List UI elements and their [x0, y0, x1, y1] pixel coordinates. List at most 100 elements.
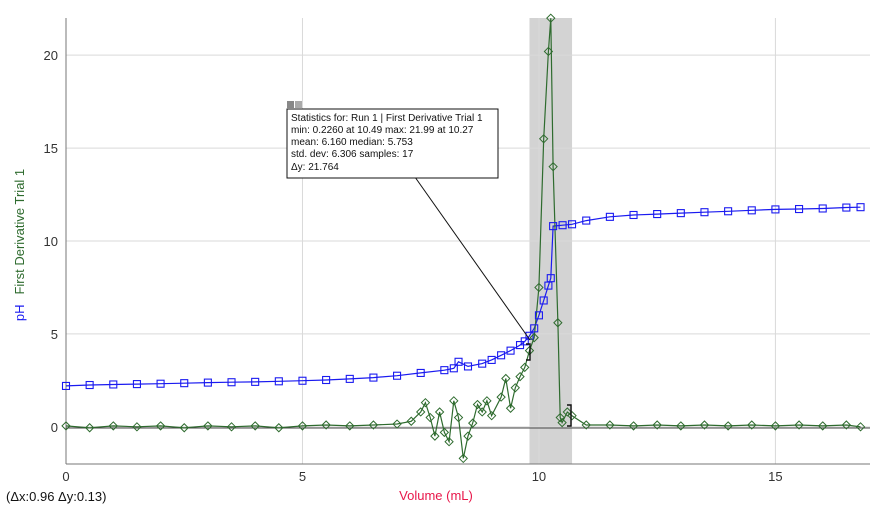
derivative-point — [529, 332, 539, 343]
derivative-point — [496, 392, 506, 402]
derivative-point — [855, 422, 866, 432]
ph-point — [274, 377, 283, 386]
derivative-point — [439, 427, 450, 438]
stats-line-5: Δy: 21.764 — [291, 162, 339, 173]
ph-point — [180, 379, 189, 388]
derivative-point — [368, 420, 379, 430]
derivative-point — [226, 422, 237, 432]
x-tick-label: 10 — [532, 469, 546, 484]
derivative-point — [520, 362, 530, 373]
derivative-point — [392, 419, 402, 429]
ph-point — [546, 274, 555, 283]
derivative-point — [555, 412, 565, 423]
derivative-point — [699, 420, 710, 430]
derivative-point — [546, 13, 556, 23]
ph-point — [676, 209, 685, 218]
selection-bracket-left — [526, 343, 531, 361]
y-tick-label: 5 — [51, 327, 58, 342]
derivative-point — [538, 134, 549, 144]
y-tick-label: 20 — [44, 48, 58, 63]
ph-point — [369, 373, 378, 382]
derivative-point — [458, 453, 468, 464]
derivative-point — [453, 412, 464, 423]
stats-line-4: std. dev: 6.306 samples: 17 — [291, 149, 414, 160]
ph-point — [478, 359, 487, 368]
ph-point — [558, 221, 567, 230]
ph-point — [497, 351, 506, 360]
derivative-point — [817, 421, 828, 431]
derivative-point — [250, 421, 260, 431]
derivative-point — [84, 423, 95, 433]
derivative-point — [747, 420, 757, 430]
derivative-point — [444, 436, 454, 447]
derivative-point — [482, 396, 492, 406]
ph-point — [251, 377, 260, 386]
ph-point — [132, 380, 141, 389]
derivative-point — [61, 421, 71, 431]
y-tick-label: 10 — [44, 234, 58, 249]
y-tick-label: 0 — [51, 420, 58, 435]
y-label-derivative: First Derivative Trial 1 — [12, 169, 27, 295]
derivative-point — [406, 416, 416, 426]
ph-point — [530, 324, 539, 333]
ph-point — [156, 379, 165, 388]
ph-point — [463, 362, 473, 371]
stats-line-3: mean: 6.160 median: 5.753 — [291, 137, 413, 148]
derivative-point — [557, 417, 567, 428]
grid — [65, 18, 870, 464]
derivative-point — [794, 420, 804, 430]
derivative-point — [155, 421, 166, 431]
derivative-point — [515, 371, 525, 382]
ph-point — [856, 203, 865, 212]
ph-point — [298, 376, 307, 385]
derivative-point — [321, 420, 331, 430]
x-tick-label: 15 — [768, 469, 782, 484]
derivative-point — [652, 420, 662, 430]
ph-point — [322, 375, 331, 385]
ph-point — [520, 337, 529, 346]
options-icon[interactable] — [295, 101, 302, 108]
ph-point — [700, 208, 709, 217]
y-tick-label: 15 — [44, 141, 58, 156]
ph-point — [795, 204, 804, 214]
derivative-point — [605, 420, 615, 430]
derivative-point — [179, 423, 189, 433]
stats-line-1: Statistics for: Run 1 | First Derivative… — [291, 113, 483, 124]
x-tick-labels: 0 5 10 15 — [62, 469, 782, 484]
series-markers — [61, 13, 866, 464]
derivative-point — [676, 421, 686, 431]
ph-point — [582, 216, 591, 225]
ph-point — [449, 364, 458, 373]
derivative-point — [468, 418, 478, 428]
ph-point — [454, 357, 463, 366]
derivative-point — [770, 421, 781, 431]
derivative-point — [543, 46, 554, 57]
derivative-point — [425, 412, 435, 423]
x-tick-label: 5 — [299, 469, 306, 484]
derivative-point — [510, 383, 521, 393]
statistics-box[interactable]: Statistics for: Run 1 | First Derivative… — [286, 101, 499, 179]
derivative-point — [345, 421, 355, 431]
y-label-ph: pH — [12, 305, 27, 322]
ph-point — [724, 207, 733, 216]
derivative-point — [472, 399, 483, 410]
ph-point — [440, 366, 449, 375]
derivative-point — [430, 431, 440, 441]
x-tick-label: 0 — [62, 469, 69, 484]
derivative-point — [581, 420, 591, 430]
ph-point — [203, 378, 212, 387]
ph-point — [771, 205, 780, 214]
stats-leader-line — [409, 169, 531, 341]
derivative-point — [628, 421, 639, 431]
ph-point — [227, 378, 236, 387]
series-line-1 — [65, 18, 861, 459]
close-icon[interactable] — [287, 101, 294, 108]
selection-bracket-right — [567, 404, 572, 427]
ph-point — [539, 296, 548, 305]
ph-point — [534, 311, 543, 320]
derivative-point — [434, 407, 445, 417]
derivative-point — [477, 407, 487, 417]
ph-point — [506, 346, 515, 355]
